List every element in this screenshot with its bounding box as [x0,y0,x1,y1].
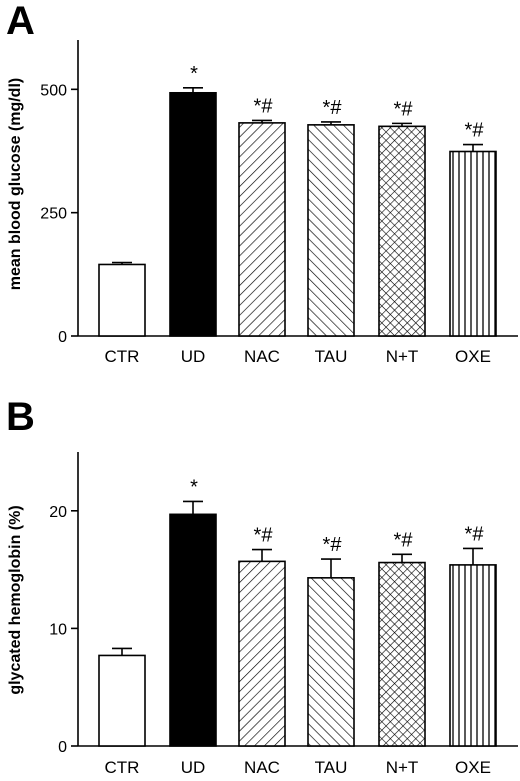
panel-a-bar-nt [378,125,426,337]
panel-a-bar-oxe [449,150,497,337]
panel-b-ticks: 0 10 20 [49,504,78,756]
panel-a-significance-2: *# [254,95,274,117]
panel-a-category-label-3: TAU [315,347,348,366]
panel-a-ticks: 0 250 500 [40,82,78,346]
panel-b-bar-nac [238,560,286,747]
panel-b-category-label-4: N+T [386,758,419,777]
panel-b-category-label-0: CTR [105,758,140,777]
panel-letter-b: B [6,395,35,439]
panel-letter-a: A [6,0,35,43]
panel-a-category-label-5: OXE [455,347,491,366]
panel-a-significance-3: *# [323,97,343,119]
panel-b-significance-3: *# [323,534,343,556]
panel-a-bar-tau [307,124,355,337]
panel-a-significance-5: *# [465,120,485,142]
panel-b-bar-nt [378,561,426,747]
panel-b-significance-4: *# [394,529,414,551]
panel-b-ylabel: glycated hemoglobin (%) [7,505,24,694]
panel-b-bars: CTR UD * NAC *# TAU *# N+T *# OXE *# [98,476,497,777]
panel-b-bar-tau [307,577,355,747]
panel-b-significance-2: *# [254,525,274,547]
panel-a: A mean blood glucose (mg/dl) 0 250 500 CTR… [6,0,518,366]
panel-b-ytick-label-2: 20 [49,504,67,521]
panel-b-ytick-label-1: 10 [49,621,67,638]
panel-a-bar-ud [169,91,217,337]
panel-b: B glycated hemoglobin (%) 0 10 20 CTR UD * NA… [6,395,518,777]
panel-a-category-label-1: UD [181,347,206,366]
panel-a-significance-1: * [190,63,198,85]
panel-a-category-label-0: CTR [105,347,140,366]
panel-b-category-label-2: NAC [244,758,280,777]
panel-a-significance-4: *# [394,98,414,120]
panel-b-significance-5: *# [465,523,485,545]
panel-a-bars: CTR UD * NAC *# TAU *# N+T *# OXE *# [98,63,497,366]
panel-a-bar-nac [238,122,286,337]
panel-b-significance-1: * [190,476,198,498]
panel-a-category-label-2: NAC [244,347,280,366]
panel-a-ylabel: mean blood glucose (mg/dl) [7,78,24,290]
panel-b-ytick-label-0: 0 [58,739,67,756]
panel-b-bar-oxe [449,564,497,747]
panel-b-category-label-5: OXE [455,758,491,777]
panel-b-category-label-3: TAU [315,758,348,777]
panel-a-ytick-label-0: 0 [58,329,67,346]
panel-b-category-label-1: UD [181,758,206,777]
panel-a-category-label-4: N+T [386,347,419,366]
panel-b-bar-ctr [98,654,146,747]
panel-a-bar-ctr [98,263,146,337]
panel-b-bar-ud [169,513,217,747]
panel-a-ytick-label-1: 250 [40,206,67,223]
panel-a-ytick-label-2: 500 [40,82,67,99]
